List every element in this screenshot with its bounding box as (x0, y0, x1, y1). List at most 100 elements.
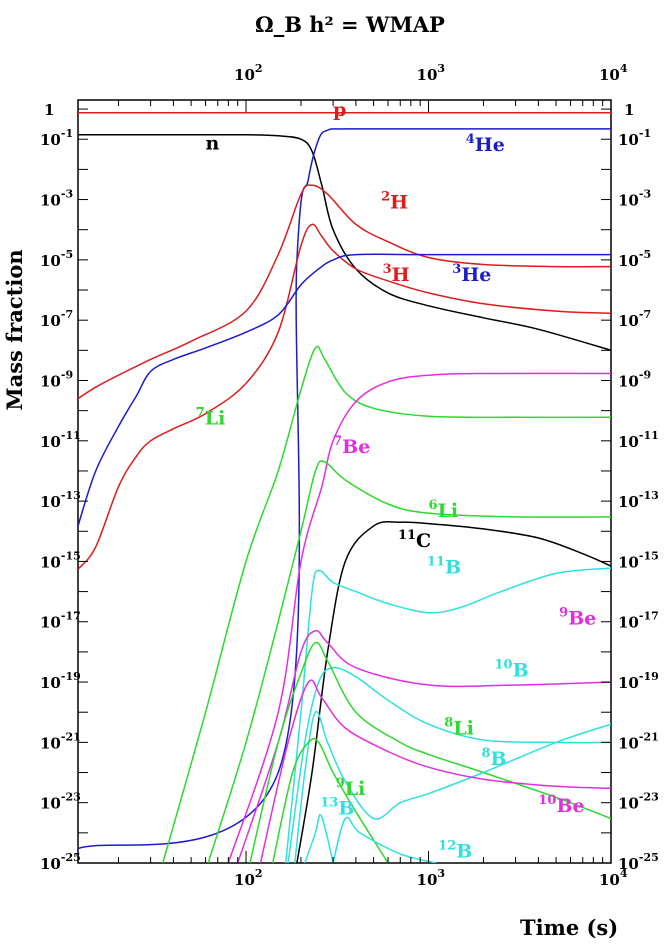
series-label-3h-main: H (392, 264, 410, 286)
y-tick-label-right-exp: -1 (639, 127, 651, 140)
series-line-2h (78, 184, 611, 400)
chart-title: Ω_B h² = WMAP (255, 12, 445, 37)
series-label-4he-main: He (475, 134, 505, 156)
y-tick-label-left-base: 10 (40, 855, 61, 873)
series-label-9be-main: Be (568, 608, 596, 630)
y-tick-label-right: 1 (624, 101, 634, 119)
y-tick-label-left-exp: -15 (61, 549, 81, 562)
series-label-6li-main: Li (438, 500, 459, 522)
series-line-9be (236, 629, 611, 863)
series-label-3he: 3He (452, 262, 491, 286)
series-label-p: p (333, 99, 346, 121)
y-tick-label-right-exp: -21 (639, 730, 659, 743)
series-label-6li: 6Li (429, 498, 459, 522)
series-label-10b-main: B (513, 660, 529, 682)
y-tick-label-right-exp: -3 (639, 188, 651, 201)
y-tick-label-left-exp: -11 (61, 429, 81, 442)
series-label-8li: 8Li (444, 716, 474, 740)
y-tick-label-right: 10-13 (618, 489, 659, 511)
y-tick-label-right: 10-23 (618, 791, 659, 813)
y-tick-label-right-base: 1 (624, 101, 634, 119)
series-label-3h: 3H (383, 262, 410, 286)
x-tick-label-bottom-exp: 4 (620, 867, 628, 880)
y-tick-label-left-exp: -9 (61, 368, 73, 381)
series-label-3h-sup: 3 (383, 262, 392, 277)
x-tick-label-bottom-exp: 2 (255, 867, 263, 880)
y-tick-label-right-base: 10 (618, 795, 639, 813)
x-tick-label-top-exp: 3 (437, 62, 445, 75)
series-line-11b (284, 567, 611, 863)
x-tick-label-top: 102 (234, 62, 263, 84)
series-label-7li-main: Li (205, 407, 226, 429)
y-tick-label-right: 10-1 (618, 127, 651, 149)
y-tick-label-right-base: 10 (618, 674, 639, 692)
series-label-11b-main: B (445, 556, 461, 578)
series-label-8li-main: Li (453, 718, 474, 740)
y-tick-label-right: 10-7 (618, 308, 651, 330)
series-label-3he-main: He (461, 264, 491, 286)
y-tick-label-left: 10-17 (40, 610, 81, 632)
series-line-7li (162, 345, 611, 863)
y-tick-label-left-exp: -5 (61, 248, 73, 261)
y-tick-label-left-base: 10 (40, 372, 61, 390)
y-tick-label-left-exp: -19 (61, 670, 81, 683)
y-tick-label-right-base: 10 (618, 433, 639, 451)
y-tick-label-left: 10-9 (40, 368, 73, 390)
series-label-7li: 7Li (196, 405, 226, 429)
series-label-n: n (206, 133, 220, 155)
x-tick-label-top-base: 10 (417, 66, 438, 84)
series-label-3he-sup: 3 (452, 262, 461, 277)
y-tick-label-left-base: 1 (44, 101, 54, 119)
x-tick-label-top-exp: 4 (620, 62, 628, 75)
y-tick-label-right-exp: -13 (639, 489, 659, 502)
y-tick-label-right-exp: -7 (639, 308, 651, 321)
y-tick-label-right: 10-19 (618, 670, 659, 692)
y-tick-label-right-base: 10 (618, 131, 639, 149)
y-tick-label-right-exp: -19 (639, 670, 659, 683)
y-tick-label-left-base: 10 (40, 433, 61, 451)
series-label-2h-sup: 2 (381, 190, 390, 205)
y-tick-label-right: 10-11 (618, 429, 659, 451)
y-tick-label-right-exp: -9 (639, 368, 651, 381)
series-line-12b (332, 816, 437, 863)
y-tick-label-left: 10-15 (40, 549, 81, 571)
series-label-8li-sup: 8 (444, 716, 453, 731)
tick-layer: 1 110-1 10-110-3 10-310-5 10-510-7 10-710-9 10… (40, 62, 659, 889)
x-tick-label-bottom: 102 (234, 867, 263, 889)
y-tick-label-left-base: 10 (40, 795, 61, 813)
series-label-4he-sup: 4 (466, 132, 475, 147)
series-label-10be-main: Be (556, 795, 584, 817)
y-tick-label-left: 10-23 (40, 791, 81, 813)
series-label-11b: 11B (427, 554, 461, 578)
series-label-9li-sup: 9 (336, 776, 345, 791)
x-tick-label-bottom: 103 (417, 867, 446, 889)
y-tick-label-left-base: 10 (40, 614, 61, 632)
y-tick-label-right-exp: -25 (639, 851, 659, 864)
chart-title-text: Ω_B h² = WMAP (255, 12, 445, 37)
series-label-8b-sup: 8 (481, 746, 490, 761)
series-line-3h (78, 223, 611, 570)
series-label-7be: 7Be (333, 434, 370, 458)
y-tick-label-right: 10-17 (618, 610, 659, 632)
series-label-12b-main: B (456, 841, 472, 863)
y-tick-label-right-base: 10 (618, 252, 639, 270)
x-tick-label-top-base: 10 (599, 66, 620, 84)
x-axis-label: Time (s) (520, 915, 618, 940)
x-tick-label-bottom-base: 10 (417, 871, 438, 889)
y-tick-label-left: 10-3 (40, 188, 73, 210)
x-tick-label-bottom-base: 10 (234, 871, 255, 889)
series-line-8b (294, 710, 611, 863)
series-label-8b-main: B (490, 748, 506, 770)
y-tick-label-right-base: 10 (618, 192, 639, 210)
y-tick-label-right: 10-15 (618, 549, 659, 571)
y-tick-label-right-base: 10 (618, 493, 639, 511)
series-line-3he (78, 253, 611, 527)
series-line-n (78, 134, 611, 352)
y-tick-label-right-base: 10 (618, 553, 639, 571)
y-tick-label-left-base: 10 (40, 493, 61, 511)
series-line-7be (227, 372, 611, 863)
y-tick-label-right-base: 10 (618, 734, 639, 752)
series-label-10be-sup: 10 (538, 793, 556, 808)
series-line-10b (287, 666, 611, 863)
series-label-10b: 10B (495, 658, 529, 682)
